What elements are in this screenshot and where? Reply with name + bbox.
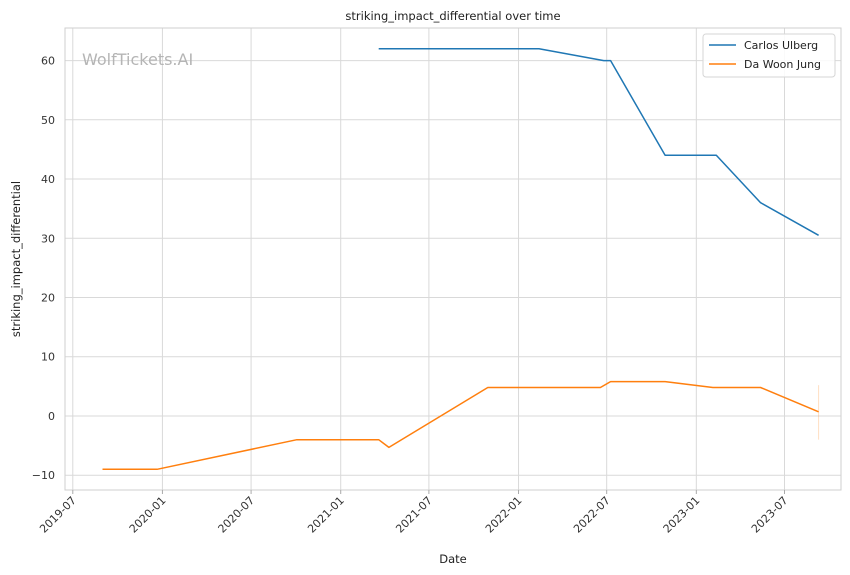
y-tick-label: 0 (48, 410, 55, 423)
legend-label-2: Da Woon Jung (744, 58, 821, 71)
y-tick-label: 60 (41, 55, 55, 68)
series-layer (102, 47, 820, 471)
series-1-line (378, 47, 819, 236)
y-tick-label: 30 (41, 232, 55, 245)
x-axis-label: Date (439, 552, 467, 566)
legend-label-1: Carlos Ulberg (744, 39, 818, 52)
legend: Carlos Ulberg Da Woon Jung (702, 33, 836, 78)
series-2-line (102, 380, 819, 471)
y-tick-label: −10 (32, 469, 55, 482)
plot-frame (64, 27, 842, 491)
y-tick-label: 50 (41, 114, 55, 127)
y-tick-label: 10 (41, 351, 55, 364)
chart-title: striking_impact_differential over time (345, 9, 560, 23)
y-axis-ticks: −10 0 10 20 30 40 50 60 (32, 55, 55, 483)
y-axis-label: striking_impact_differential (9, 181, 23, 337)
grid-lines (65, 28, 841, 490)
y-tick-label: 40 (41, 173, 55, 186)
watermark-text: WolfTickets.AI (82, 50, 193, 69)
y-tick-label: 20 (41, 292, 55, 305)
